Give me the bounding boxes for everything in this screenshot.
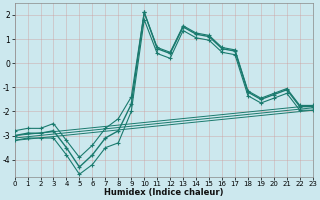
X-axis label: Humidex (Indice chaleur): Humidex (Indice chaleur) bbox=[104, 188, 223, 197]
